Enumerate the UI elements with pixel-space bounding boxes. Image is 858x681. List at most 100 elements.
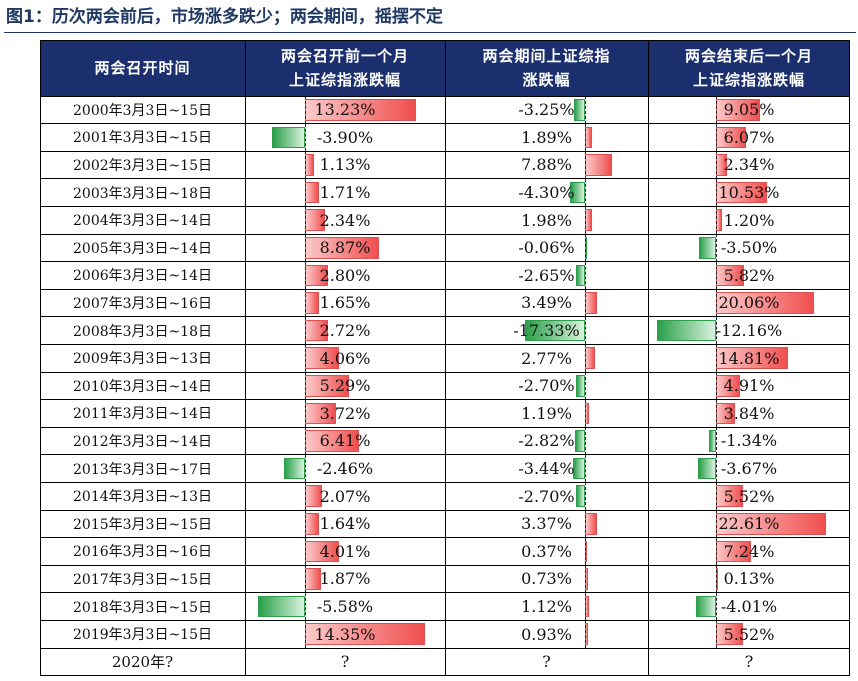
value-cell-3: -3.50%: [648, 234, 850, 262]
value-cell-2: 0.73%: [445, 565, 648, 593]
header-during: 两会期间上证综指 涨跌幅: [445, 40, 648, 96]
value-label: 4.06%: [319, 348, 371, 368]
zero-axis: [716, 123, 717, 152]
zero-axis: [305, 592, 306, 621]
value-label: 2.80%: [319, 265, 371, 285]
value-cell-1: 13.23%: [245, 96, 445, 124]
value-label: 5.29%: [319, 376, 371, 396]
value-label: -2.70%: [518, 486, 575, 506]
date-cell: 2013年3月3日~17日: [73, 461, 212, 478]
zero-axis: [305, 620, 306, 648]
value-cell-1: 8.87%: [245, 234, 445, 262]
zero-axis: [305, 289, 306, 317]
header-during-text: 两会期间上证综指 涨跌幅: [482, 44, 610, 92]
zero-axis: [716, 344, 717, 372]
footer-date: 2020年?: [111, 653, 174, 672]
title-rule: [4, 32, 856, 33]
value-label: 5.82%: [723, 265, 775, 285]
value-cell-1: 3.72%: [245, 399, 445, 428]
value-cell-3: 22.61%: [648, 510, 850, 538]
value-label: 5.52%: [723, 486, 775, 506]
value-label: -1.34%: [720, 431, 778, 451]
date-cell: 2001年3月3日~15日: [73, 130, 212, 147]
value-cell-2: -17.33%: [445, 316, 648, 345]
date-cell: 2014年3月3日~13日: [73, 489, 212, 506]
value-cell-3: 3.84%: [648, 399, 850, 428]
value-label: -4.01%: [720, 597, 778, 617]
negative-bar: [575, 485, 585, 507]
header-after-text: 两会结束后一个月 上证综指涨跌幅: [685, 44, 813, 92]
footer-after: ?: [744, 652, 754, 672]
zero-axis: [716, 316, 717, 345]
value-label: 1.71%: [319, 183, 371, 203]
value-label: -3.50%: [720, 238, 778, 258]
zero-axis: [716, 565, 717, 593]
zero-axis: [716, 206, 717, 234]
zero-axis: [305, 427, 306, 455]
value-cell-1: 2.07%: [245, 482, 445, 510]
column-divider: [849, 40, 850, 676]
value-cell-2: -4.30%: [445, 178, 648, 207]
zero-axis: [585, 151, 586, 179]
value-cell-2: 1.12%: [445, 592, 648, 621]
value-cell-2: -0.06%: [445, 234, 648, 262]
zero-axis: [585, 510, 586, 538]
value-label: 6.41%: [319, 431, 371, 451]
negative-bar: [575, 375, 585, 397]
value-label: 1.65%: [319, 293, 371, 313]
negative-bar: [575, 430, 585, 452]
footer-during: ?: [542, 652, 551, 672]
value-label: -2.82%: [518, 431, 575, 451]
value-cell-2: 1.19%: [445, 399, 648, 428]
zero-axis: [305, 510, 306, 538]
value-label: -4.30%: [518, 183, 575, 203]
column-divider: [40, 40, 41, 676]
zero-axis: [585, 206, 586, 234]
value-label: 3.49%: [521, 293, 572, 313]
header-date: 两会召开时间: [40, 40, 245, 96]
value-label: 5.52%: [723, 624, 775, 644]
value-label: 1.89%: [521, 127, 572, 147]
row-divider: [40, 675, 850, 677]
value-cell-2: -3.44%: [445, 454, 648, 483]
value-cell-1: 14.35%: [245, 620, 445, 648]
zero-axis: [305, 454, 306, 483]
zero-axis: [716, 482, 717, 510]
value-label: 2.34%: [723, 155, 775, 175]
value-cell-3: 2.34%: [648, 151, 850, 179]
header-after-line: 两会结束后一个月: [684, 47, 813, 65]
zero-axis: [305, 96, 306, 124]
zero-axis: [585, 123, 586, 152]
zero-axis: [585, 620, 586, 648]
header-date-line: 两会召开时间: [94, 59, 191, 77]
value-label: 20.06%: [718, 293, 780, 313]
zero-axis: [305, 123, 306, 152]
zero-axis: [716, 178, 717, 207]
date-cell: 2019年3月3日~15日: [73, 627, 212, 644]
date-cell: 2002年3月3日~15日: [73, 157, 212, 174]
value-label: -3.44%: [518, 459, 575, 479]
value-label: 2.77%: [521, 348, 572, 368]
negative-bar: [272, 126, 305, 149]
zero-axis: [716, 289, 717, 317]
negative-bar: [698, 237, 716, 259]
zero-axis: [585, 427, 586, 455]
zero-axis: [716, 427, 717, 455]
value-cell-2: 7.88%: [445, 151, 648, 179]
value-label: 3.37%: [521, 514, 572, 534]
header-during-line: 两会期间上证综指: [482, 47, 611, 65]
date-cell: 2016年3月3日~16日: [73, 544, 212, 561]
negative-bar: [656, 319, 716, 342]
value-cell-3: 7.24%: [648, 537, 850, 566]
date-cell: 2009年3月3日~13日: [73, 351, 212, 368]
value-cell-1: 4.06%: [245, 344, 445, 372]
value-cell-3: 5.52%: [648, 482, 850, 510]
zero-axis: [716, 510, 717, 538]
negative-bar: [696, 595, 716, 618]
header-after: 两会结束后一个月 上证综指涨跌幅: [648, 40, 850, 96]
negative-bar: [573, 99, 585, 121]
zero-axis: [305, 344, 306, 372]
value-cell-3: 6.07%: [648, 123, 850, 152]
value-label: 1.20%: [723, 210, 775, 230]
value-cell-2: 3.37%: [445, 510, 648, 538]
